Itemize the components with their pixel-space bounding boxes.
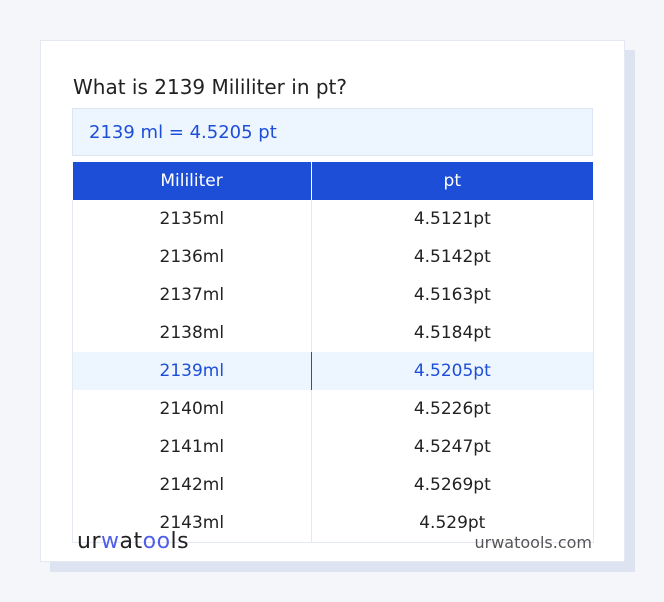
ml-cell: 2141ml [72, 428, 312, 466]
table-row: 2141ml 4.5247pt [72, 428, 595, 466]
table-row: 2138ml 4.5184pt [72, 314, 595, 352]
header-ml: Mililiter [72, 162, 312, 200]
pt-cell: 4.5226pt [310, 390, 595, 428]
ml-cell: 2136ml [72, 238, 312, 276]
pt-cell: 4.5247pt [310, 428, 595, 466]
ml-cell: 2138ml [72, 314, 312, 352]
ml-cell: 2143ml [72, 504, 312, 543]
table-row: 2140ml 4.5226pt [72, 390, 595, 428]
result-box: 2139 ml = 4.5205 pt [72, 108, 593, 156]
table-row: 2137ml 4.5163pt [72, 276, 595, 314]
table-row: 2139ml 4.5205pt [72, 352, 595, 390]
pt-cell: 4.5121pt [310, 200, 595, 238]
table-row: 2136ml 4.5142pt [72, 238, 595, 276]
site-link[interactable]: urwatools.com [474, 533, 593, 552]
table-row: 2143ml 4.529pt [72, 504, 595, 543]
converter-card: What is 2139 Mililiter in pt? 2139 ml = … [40, 40, 625, 562]
ml-cell: 2140ml [72, 390, 312, 428]
ml-cell: 2139ml [72, 352, 312, 390]
header-pt: pt [311, 162, 595, 200]
table-row: 2135ml 4.5121pt [72, 200, 595, 238]
ml-cell: 2135ml [72, 200, 312, 238]
pt-cell: 4.5163pt [310, 276, 595, 314]
ml-cell: 2142ml [72, 466, 312, 504]
conversion-table: Mililiter pt 2135ml 4.5121pt 2136ml 4.5142pt… [72, 162, 595, 543]
pt-cell: 4.5205pt [310, 352, 595, 390]
ml-cell: 2137ml [72, 276, 312, 314]
table-row: 2142ml 4.5269pt [72, 466, 595, 504]
pt-cell: 4.5142pt [310, 238, 595, 276]
pt-cell: 4.5269pt [310, 466, 595, 504]
page-title: What is 2139 Mililiter in pt? [73, 75, 348, 99]
pt-cell: 4.529pt [310, 504, 595, 543]
urwatools-logo[interactable]: urwatools [77, 529, 190, 554]
pt-cell: 4.5184pt [310, 314, 595, 352]
